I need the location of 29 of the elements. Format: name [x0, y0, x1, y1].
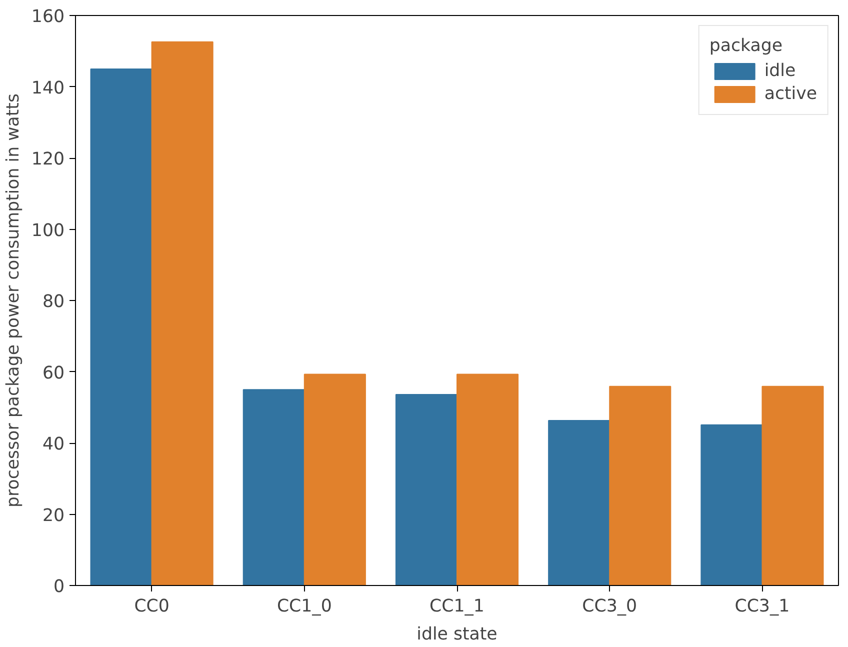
y-axis-title: processor package power consumption in watts	[3, 94, 24, 508]
x-axis-title: idle state	[416, 624, 498, 644]
y-tick-label: 0	[53, 577, 65, 597]
y-tick-label: 160	[31, 7, 65, 27]
bar	[90, 68, 152, 586]
bar	[762, 386, 824, 586]
bar	[395, 394, 458, 586]
bar	[456, 374, 519, 586]
y-tick-label: 80	[42, 292, 65, 312]
y-tick-label: 100	[31, 220, 65, 241]
bar	[548, 420, 610, 586]
y-tick-label: 60	[42, 363, 65, 384]
y-tick-label: 120	[31, 150, 65, 170]
legend-label: idle	[764, 61, 796, 81]
y-tick-label: 20	[42, 506, 65, 526]
bar	[242, 389, 305, 586]
x-tick-label: CC3_1	[734, 596, 790, 616]
bar	[304, 374, 366, 586]
x-tick-label: CC1_1	[430, 596, 484, 616]
x-tick-label: CC1_0	[276, 596, 332, 616]
bar	[151, 41, 214, 586]
y-tick-label: 40	[42, 434, 65, 454]
bar	[700, 424, 763, 586]
bar	[609, 386, 672, 586]
x-tick-label: CC3_0	[582, 596, 638, 616]
x-tick-label: CC0	[134, 596, 170, 616]
y-tick-label: 140	[31, 78, 65, 98]
legend-label: active	[764, 84, 817, 104]
legend-title: package	[709, 36, 784, 56]
